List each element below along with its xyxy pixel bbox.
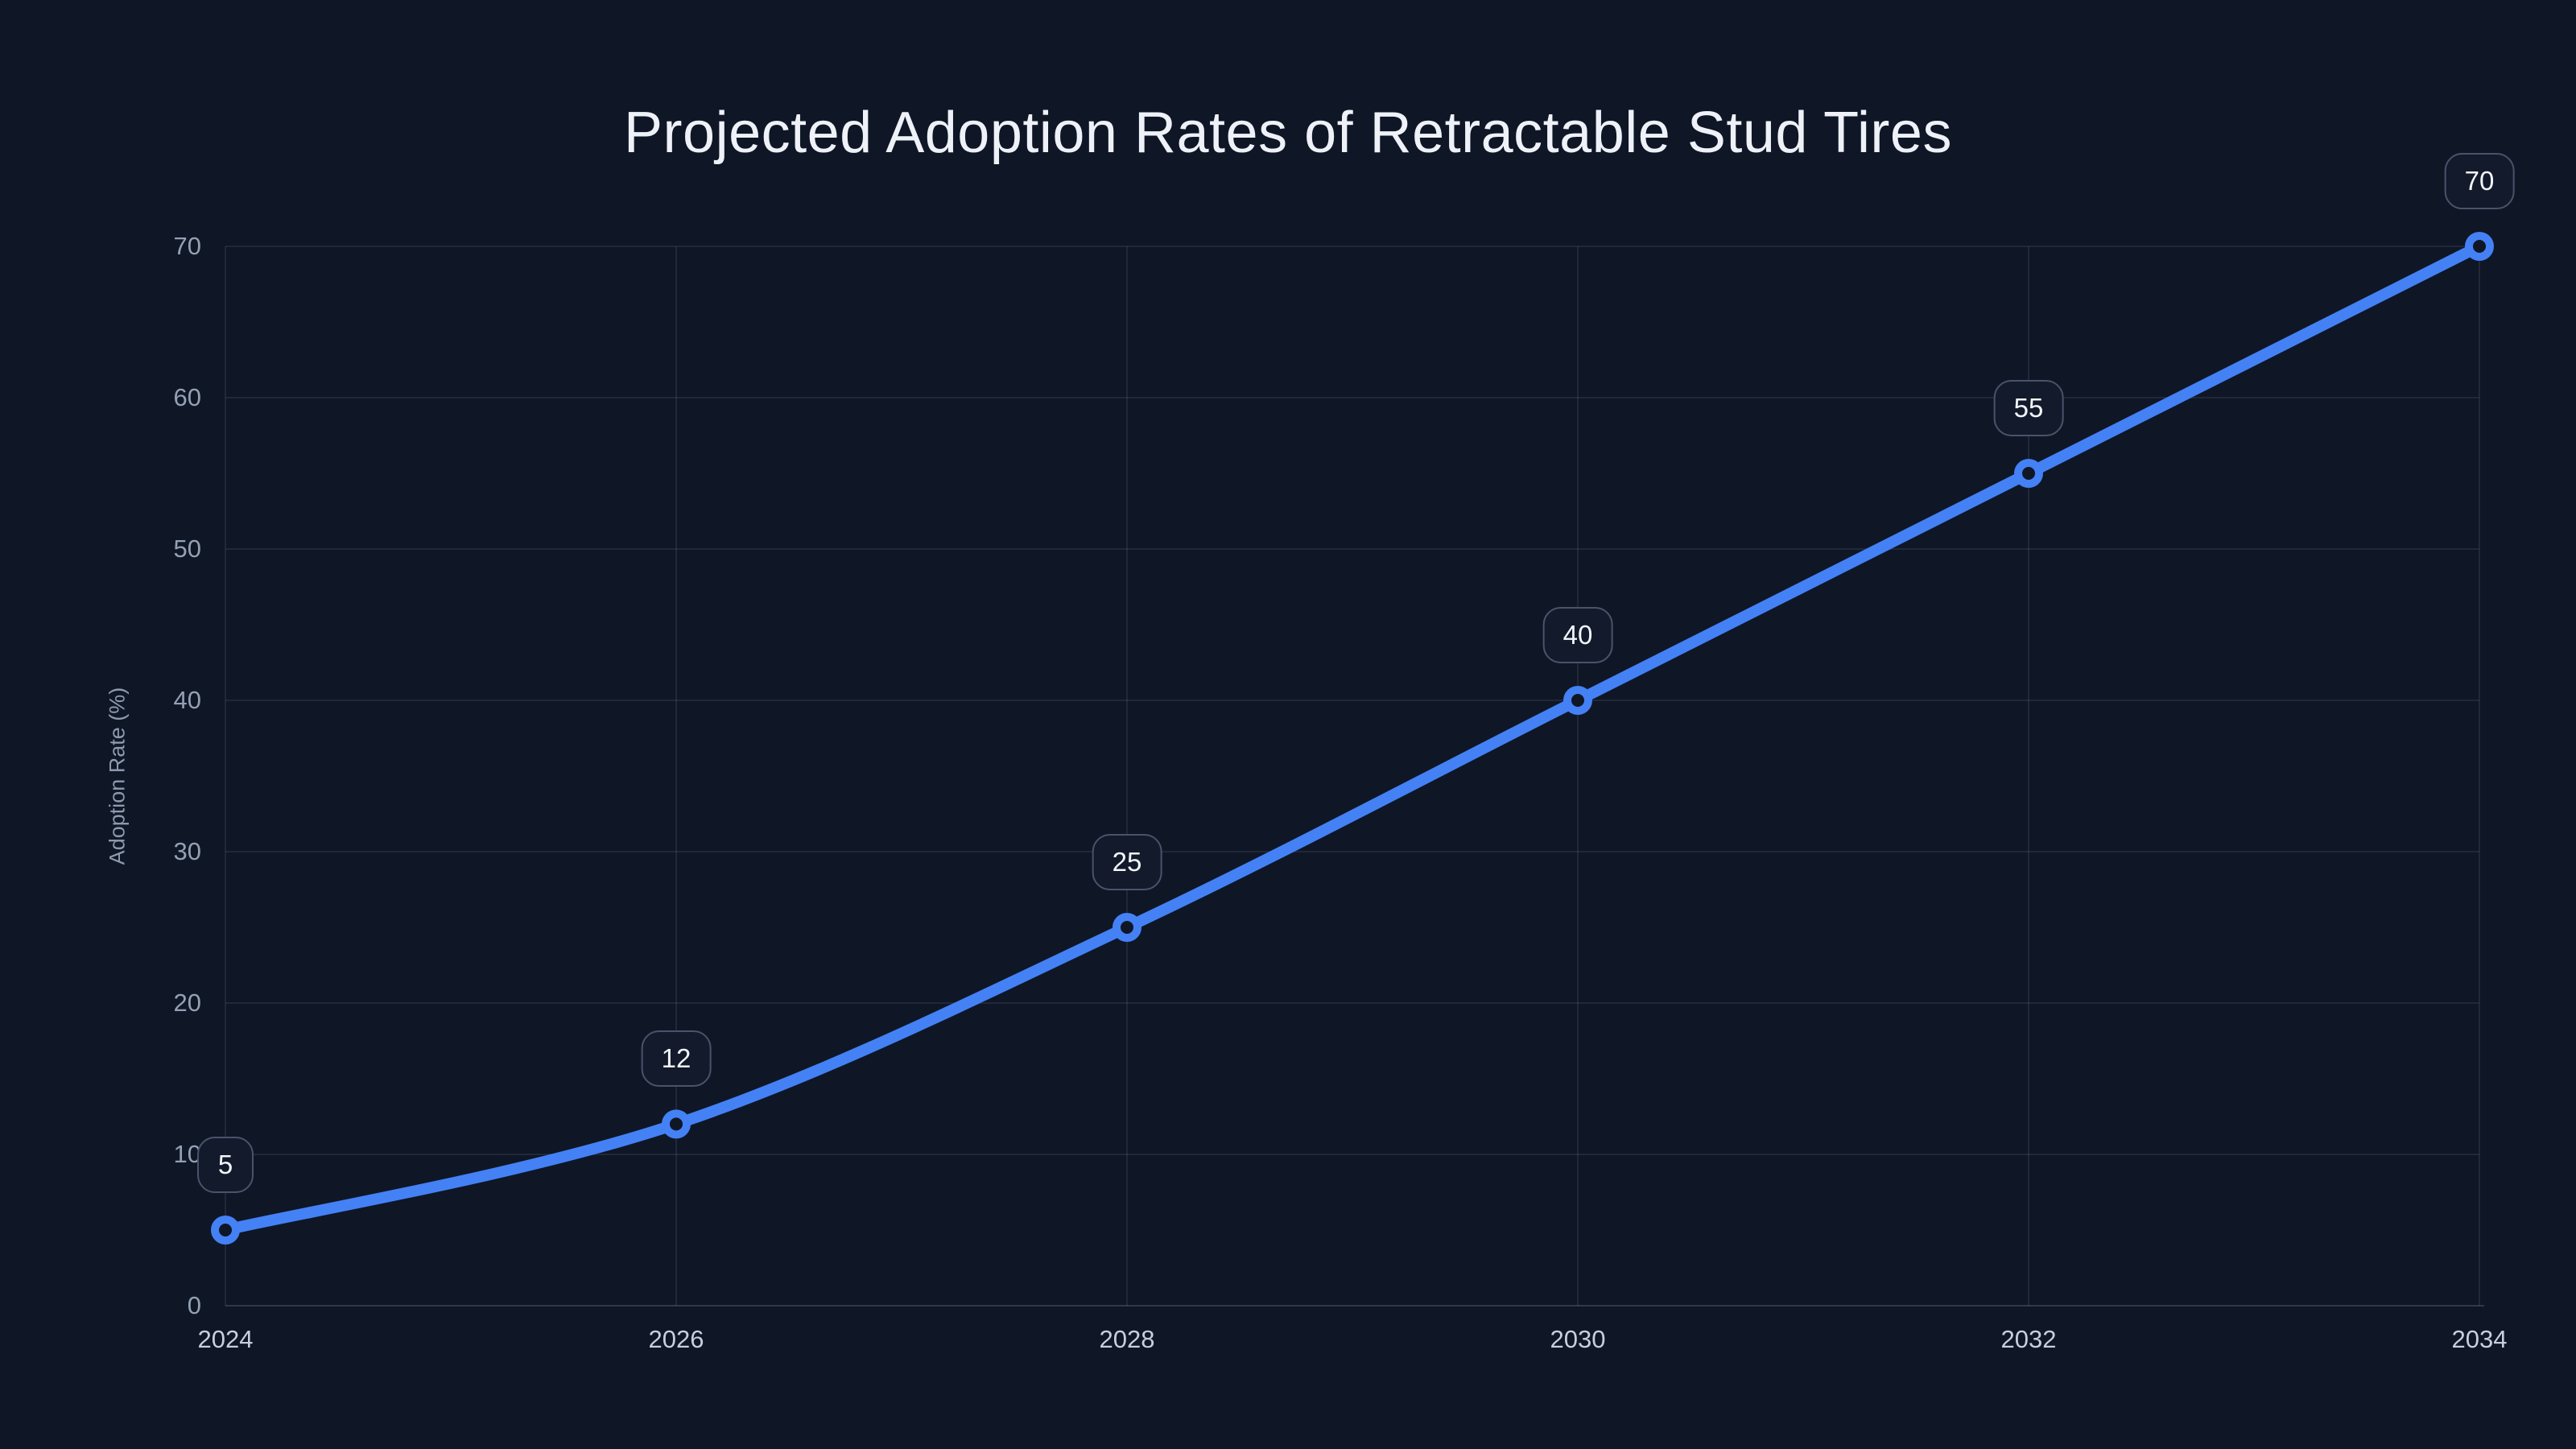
data-point-2024[interactable] xyxy=(211,1216,240,1245)
x-tick-label-2030: 2030 xyxy=(1550,1325,1606,1353)
chart-title: Projected Adoption Rates of Retractable … xyxy=(624,101,1952,165)
data-point-2026[interactable] xyxy=(662,1109,691,1139)
y-tick-label-20: 20 xyxy=(173,989,201,1017)
data-point-2028[interactable] xyxy=(1113,913,1141,942)
point-label-badge-2028: 25 xyxy=(1092,834,1162,890)
point-label-badge-2024: 5 xyxy=(197,1137,254,1193)
horizontal-gridlines xyxy=(225,246,2479,1155)
point-label-badge-2032: 55 xyxy=(1993,380,2064,436)
y-tick-label-40: 40 xyxy=(173,686,201,714)
series-line-adoption-rate xyxy=(220,241,2485,1236)
x-tick-label-2034: 2034 xyxy=(2451,1325,2508,1353)
data-point-2034[interactable] xyxy=(2465,232,2494,261)
x-tick-label-2032: 2032 xyxy=(2000,1325,2057,1353)
y-tick-label-60: 60 xyxy=(173,383,201,411)
point-label-badge-2034: 70 xyxy=(2444,153,2515,209)
point-label-badge-2030: 40 xyxy=(1542,607,1613,663)
x-tick-label-2026: 2026 xyxy=(648,1325,704,1353)
y-tick-label-0: 0 xyxy=(187,1291,201,1319)
point-label-badge-2026: 12 xyxy=(641,1030,712,1088)
vertical-gridlines xyxy=(225,246,2480,1306)
y-tick-label-50: 50 xyxy=(173,535,201,563)
x-tick-label-2024: 2024 xyxy=(197,1325,254,1353)
y-tick-label-30: 30 xyxy=(173,837,201,865)
data-point-2032[interactable] xyxy=(2014,459,2043,488)
x-tick-label-2028: 2028 xyxy=(1099,1325,1155,1353)
y-tick-label-70: 70 xyxy=(173,232,201,260)
y-tick-label-10: 10 xyxy=(173,1140,201,1168)
data-point-2030[interactable] xyxy=(1563,686,1592,715)
